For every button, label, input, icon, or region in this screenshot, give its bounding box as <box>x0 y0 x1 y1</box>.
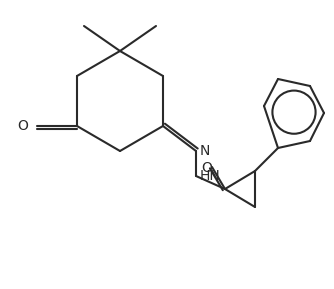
Text: O: O <box>201 161 212 175</box>
Text: O: O <box>17 119 28 133</box>
Text: N: N <box>200 144 210 158</box>
Text: HN: HN <box>200 169 221 183</box>
